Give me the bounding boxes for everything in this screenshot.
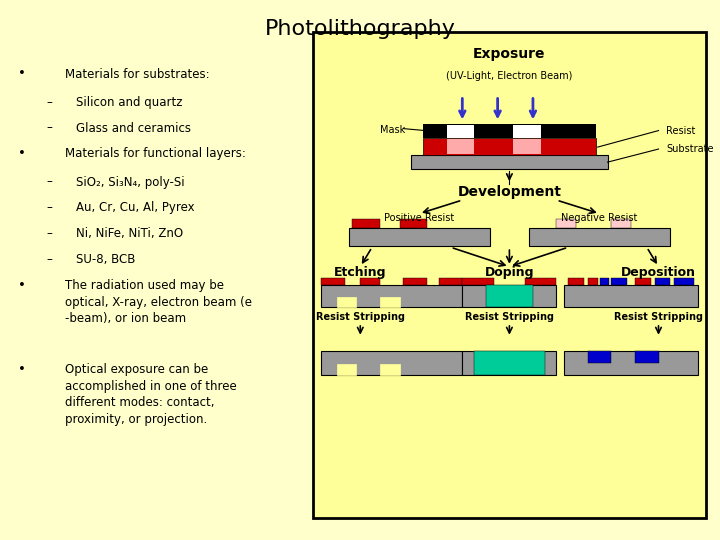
Text: Substrate: Substrate	[667, 144, 714, 154]
Text: SU-8, BCB: SU-8, BCB	[76, 253, 135, 266]
Text: •: •	[18, 68, 26, 80]
Bar	[313, 32, 706, 518]
Text: –: –	[47, 96, 53, 109]
Text: –: –	[47, 253, 53, 266]
Text: Glass and ceramics: Glass and ceramics	[76, 122, 191, 134]
Text: The radiation used may be
optical, X-ray, electron beam (e
-beam), or ion beam: The radiation used may be optical, X-ray…	[65, 279, 252, 325]
Bar	[635, 351, 659, 363]
Text: –: –	[47, 201, 53, 214]
Text: SiO₂, Si₃N₄, poly-Si: SiO₂, Si₃N₄, poly-Si	[76, 176, 184, 188]
Bar	[403, 278, 427, 285]
Bar	[513, 125, 541, 138]
Text: Positive Resist: Positive Resist	[384, 213, 454, 223]
Bar	[588, 278, 598, 285]
Text: –: –	[47, 176, 53, 188]
Bar	[513, 139, 541, 154]
Text: Photolithography: Photolithography	[264, 19, 456, 39]
Text: Materials for substrates:: Materials for substrates:	[65, 68, 210, 80]
Bar	[564, 285, 698, 307]
Bar	[321, 278, 345, 285]
Bar	[474, 351, 545, 375]
Text: Resist: Resist	[667, 126, 696, 136]
Bar	[600, 278, 609, 285]
Text: •: •	[18, 147, 26, 160]
Bar	[611, 219, 631, 228]
Bar	[462, 285, 557, 307]
Bar	[564, 351, 698, 375]
Bar	[360, 278, 380, 285]
Text: Au, Cr, Cu, Al, Pyrex: Au, Cr, Cu, Al, Pyrex	[76, 201, 194, 214]
Text: –: –	[47, 227, 53, 240]
Bar	[337, 364, 356, 375]
Bar	[674, 278, 694, 285]
Text: Development: Development	[457, 185, 562, 199]
Text: Etching: Etching	[334, 266, 387, 280]
Bar	[635, 278, 651, 285]
Bar	[557, 219, 576, 228]
Text: Negative Resist: Negative Resist	[562, 213, 638, 223]
Bar	[529, 228, 670, 246]
Bar	[588, 351, 611, 363]
Text: Resist Stripping: Resist Stripping	[316, 312, 405, 322]
Text: Resist Stripping: Resist Stripping	[465, 312, 554, 322]
Text: Doping: Doping	[485, 266, 534, 280]
Bar	[337, 297, 356, 307]
Bar	[525, 278, 557, 285]
Bar	[462, 351, 557, 375]
Text: Exposure: Exposure	[473, 48, 546, 61]
Bar	[568, 278, 584, 285]
Bar	[446, 125, 474, 138]
Bar	[400, 219, 427, 228]
Bar	[321, 351, 462, 375]
Text: Ni, NiFe, NiTi, ZnO: Ni, NiFe, NiTi, ZnO	[76, 227, 183, 240]
Text: Mask: Mask	[380, 125, 405, 134]
Text: (UV-Light, Electron Beam): (UV-Light, Electron Beam)	[446, 71, 572, 81]
Bar	[654, 278, 670, 285]
Bar	[353, 219, 380, 228]
Text: Resist Stripping: Resist Stripping	[614, 312, 703, 322]
Bar	[380, 297, 400, 307]
Bar	[411, 155, 608, 170]
Text: –: –	[47, 122, 53, 134]
Bar	[348, 228, 490, 246]
Bar	[462, 278, 494, 285]
Text: Optical exposure can be
accomplished in one of three
different modes: contact,
p: Optical exposure can be accomplished in …	[65, 363, 237, 426]
Text: •: •	[18, 363, 26, 376]
Text: Materials for functional layers:: Materials for functional layers:	[65, 147, 246, 160]
Bar	[611, 278, 627, 285]
Text: •: •	[18, 279, 26, 292]
Text: Silicon and quartz: Silicon and quartz	[76, 96, 182, 109]
Bar	[321, 285, 462, 307]
Bar	[438, 278, 462, 285]
Bar	[423, 138, 595, 155]
Bar	[486, 285, 533, 307]
Bar	[423, 124, 595, 138]
Bar	[380, 364, 400, 375]
Bar	[446, 139, 474, 154]
Text: Deposition: Deposition	[621, 266, 696, 280]
